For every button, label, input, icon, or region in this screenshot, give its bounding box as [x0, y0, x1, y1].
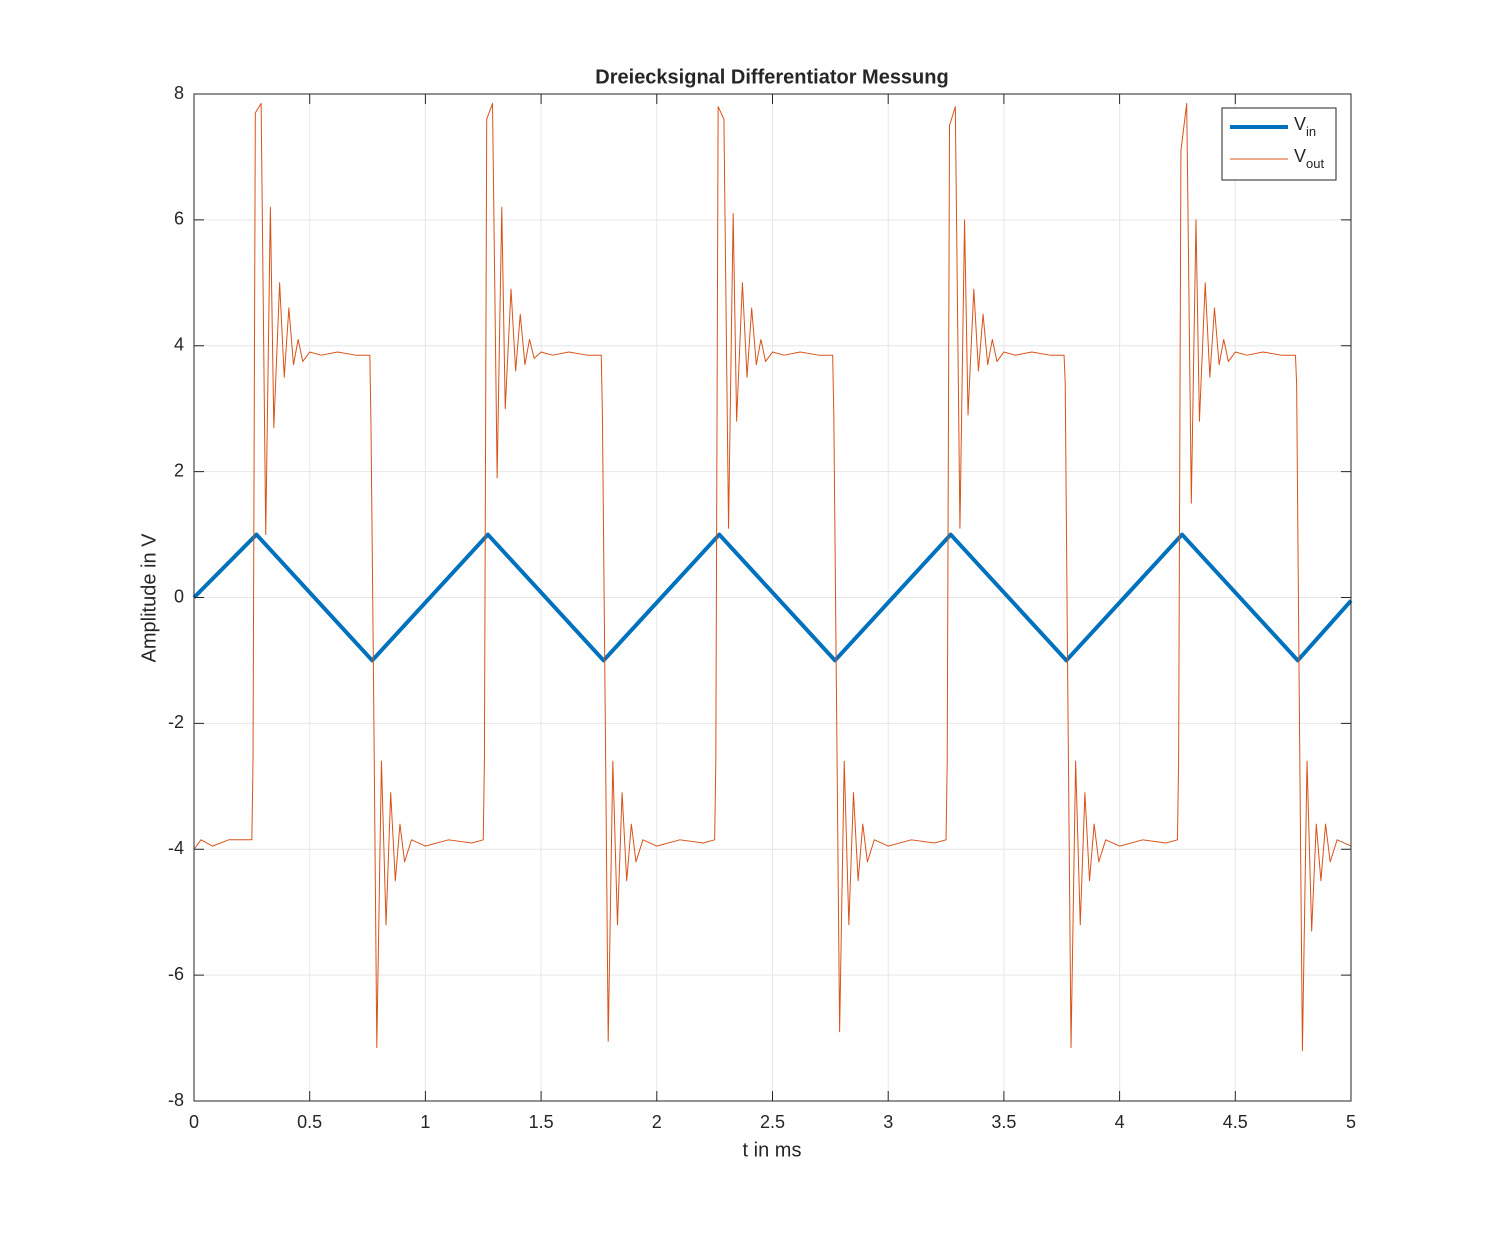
- legend-name: V: [1294, 146, 1306, 166]
- series-line: [192, 532, 1353, 663]
- chart-title: Dreiecksignal Differentiator Messung: [595, 66, 948, 88]
- axes-box: [193, 93, 1352, 1102]
- legend-name: V: [1294, 114, 1306, 134]
- x-tick-label: 1.5: [529, 1112, 554, 1132]
- y-tick-label: -4: [168, 838, 184, 858]
- x-axis-label: t in ms: [743, 1139, 802, 1161]
- x-tick-label: 4.5: [1223, 1112, 1248, 1132]
- y-tick-label: 2: [174, 460, 184, 480]
- x-tick-label: 3.5: [991, 1112, 1016, 1132]
- y-tick-label: 4: [174, 335, 184, 355]
- axes: 0 0.5 1 1.5 2 2.5 3 3.5 4 4.5 5 -8 -6 -4 -2 0 2 4 6 8: [168, 83, 1356, 1132]
- y-axis-label: Amplitude in V: [138, 533, 160, 663]
- y-tick-label: 0: [174, 586, 184, 606]
- x-tick-label: 5: [1346, 1112, 1356, 1132]
- legend-subscript: out: [1306, 156, 1324, 171]
- y-tick-label: -8: [168, 1090, 184, 1110]
- x-tick-label: 2: [652, 1112, 662, 1132]
- x-tick-label: 2.5: [760, 1112, 785, 1132]
- y-tick-label: -6: [168, 964, 184, 984]
- y-tick-label: 6: [174, 209, 184, 229]
- x-tick-label: 0.5: [297, 1112, 322, 1132]
- y-tick-label: -2: [168, 712, 184, 732]
- x-tick-label: 4: [1115, 1112, 1125, 1132]
- legend-label: Vin: [1294, 114, 1316, 140]
- x-tick-label: 1: [420, 1112, 430, 1132]
- y-tick-label: 8: [174, 83, 184, 103]
- legend-subscript: in: [1306, 124, 1316, 139]
- legend-label: Vout: [1294, 146, 1324, 172]
- plot-area: [192, 102, 1353, 1052]
- series-line: [193, 102, 1352, 1052]
- x-tick-label: 0: [189, 1112, 199, 1132]
- legend-box: [1221, 107, 1337, 181]
- x-tick-label: 3: [883, 1112, 893, 1132]
